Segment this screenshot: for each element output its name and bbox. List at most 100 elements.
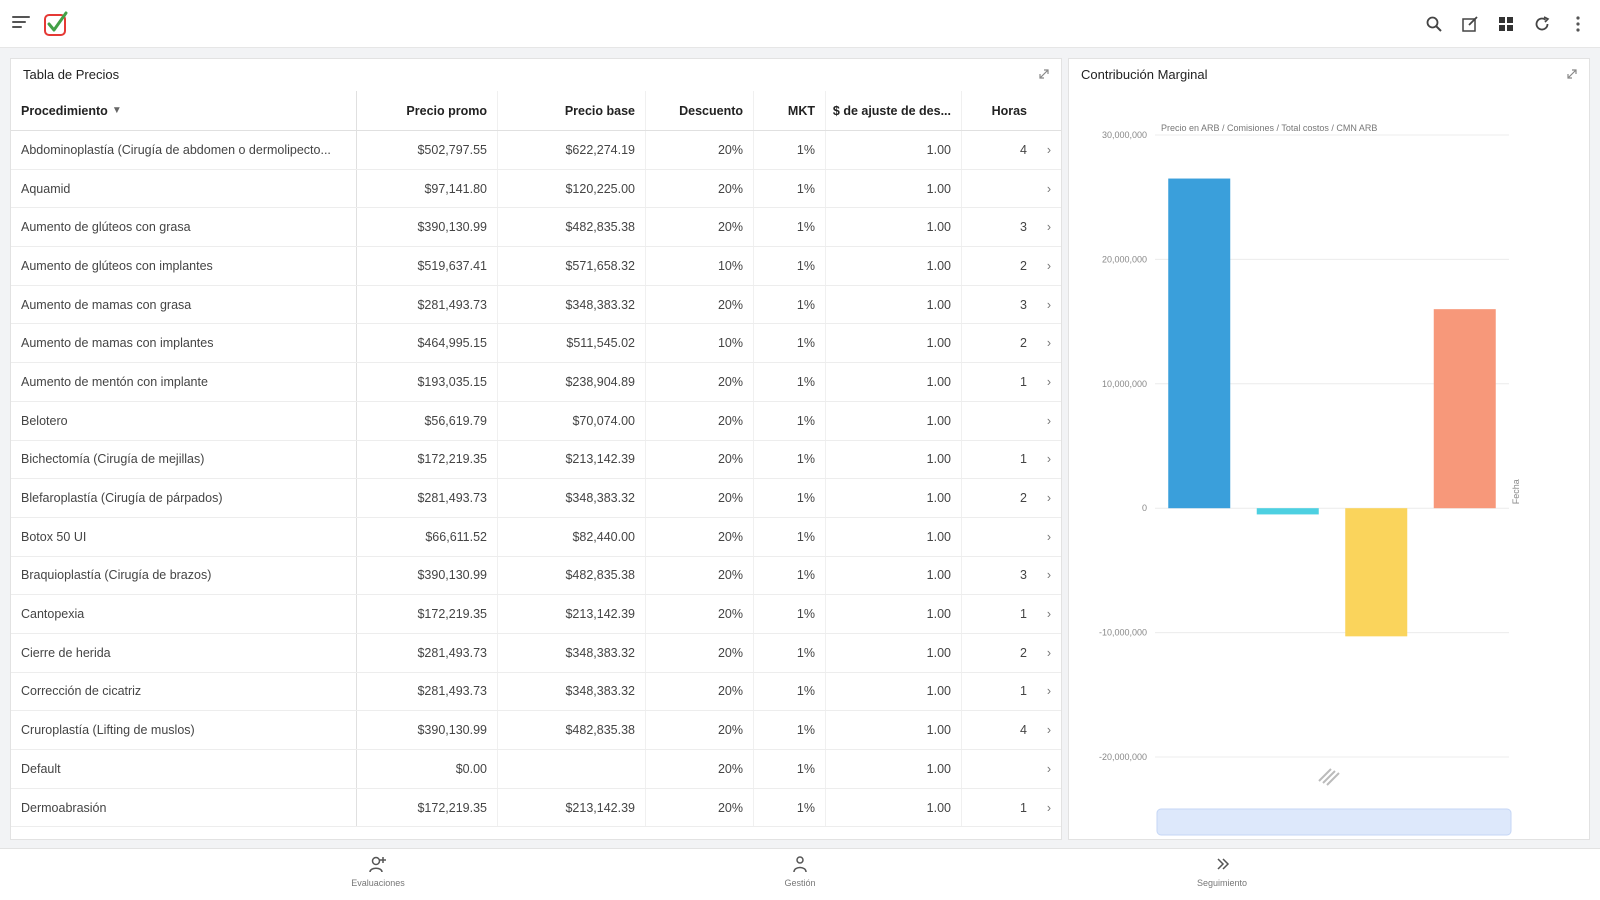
nav-evaluaciones[interactable]: Evaluaciones xyxy=(318,855,438,888)
table-cell: Cruroplastía (Lifting de muslos) xyxy=(11,711,357,749)
edit-icon[interactable] xyxy=(1458,12,1482,36)
table-row[interactable]: Abdominoplastía (Cirugía de abdomen o de… xyxy=(11,131,1061,170)
table-cell: 20% xyxy=(645,440,753,479)
table-row[interactable]: Aumento de glúteos con implantes $519,637… xyxy=(11,247,1061,286)
grid-icon[interactable] xyxy=(1494,12,1518,36)
table-cell: 2 xyxy=(961,324,1037,363)
row-chevron-icon[interactable]: › xyxy=(1046,413,1052,428)
row-chevron-icon[interactable]: › xyxy=(1046,645,1052,660)
table-row[interactable]: Blefaroplastía (Cirugía de párpados) $281… xyxy=(11,479,1061,518)
row-chevron-icon[interactable]: › xyxy=(1046,220,1052,235)
row-chevron-icon[interactable]: › xyxy=(1046,452,1052,467)
expand-icon[interactable] xyxy=(1565,67,1579,81)
y-tick-label: 0 xyxy=(1142,503,1147,513)
y-tick-label: 20,000,000 xyxy=(1102,254,1147,264)
more-vert-icon[interactable] xyxy=(1566,12,1590,36)
refresh-icon[interactable] xyxy=(1530,12,1554,36)
table-row[interactable]: Aumento de glúteos con grasa $390,130.99 $… xyxy=(11,208,1061,248)
table-cell: $482,835.38 xyxy=(497,208,645,247)
row-chevron-icon[interactable]: › xyxy=(1046,568,1052,583)
column-header-mkt[interactable]: MKT xyxy=(753,91,825,130)
column-header-descuento[interactable]: Descuento xyxy=(645,91,753,130)
table-cell: Aumento de mentón con implante xyxy=(11,363,357,401)
price-table-panel: Tabla de Precios Procedimiento ▼ Precio p… xyxy=(10,58,1062,840)
table-row[interactable]: Corrección de cicatriz $281,493.73 $348,38… xyxy=(11,672,1061,712)
table-row[interactable]: Aumento de mamas con grasa $281,493.73 $34… xyxy=(11,285,1061,325)
row-chevron-icon[interactable]: › xyxy=(1046,258,1052,273)
table-cell: $213,142.39 xyxy=(497,440,645,479)
column-header-precio-promo[interactable]: Precio promo xyxy=(406,103,487,118)
table-cell: 1% xyxy=(753,672,825,711)
panel-title: Tabla de Precios xyxy=(23,67,120,82)
table-cell: 1% xyxy=(753,208,825,247)
table-cell: $238,904.89 xyxy=(497,363,645,401)
zoom-range-slider[interactable] xyxy=(1156,808,1512,836)
table-row[interactable]: Aumento de mamas con implantes $464,995.1… xyxy=(11,324,1061,364)
table-cell: 1.00 xyxy=(825,556,961,595)
table-cell: Cantopexia xyxy=(11,595,357,633)
table-row[interactable]: Cruroplastía (Lifting de muslos) $390,130… xyxy=(11,711,1061,750)
column-header-horas[interactable]: Horas xyxy=(961,91,1037,130)
table-row[interactable]: Cierre de herida $281,493.73 $348,383.32 20… xyxy=(11,633,1061,673)
table-row[interactable]: Aquamid $97,141.80 $120,225.00 20% 1% 1.00 › xyxy=(11,169,1061,209)
expand-icon[interactable] xyxy=(1037,67,1051,81)
column-header-procedimiento[interactable]: Procedimiento ▼ xyxy=(11,91,357,130)
row-chevron-icon[interactable]: › xyxy=(1046,491,1052,506)
row-chevron-icon[interactable]: › xyxy=(1046,336,1052,351)
table-row[interactable]: Cantopexia $172,219.35 $213,142.39 20% 1% 1.0… xyxy=(11,595,1061,634)
people-icon xyxy=(793,856,807,873)
table-cell: 1.00 xyxy=(825,750,961,788)
search-icon[interactable] xyxy=(1422,12,1446,36)
table-cell: 1.00 xyxy=(825,285,961,324)
row-chevron-icon[interactable]: › xyxy=(1046,142,1052,157)
table-row[interactable]: Default $0.00 20% 1% 1.00 › xyxy=(11,750,1061,789)
table-cell: 1.00 xyxy=(825,131,961,169)
table-cell: Bichectomía (Cirugía de mejillas) xyxy=(11,440,357,479)
row-chevron-icon[interactable]: › xyxy=(1046,761,1052,776)
table-row[interactable]: Bichectomía (Cirugía de mejillas) $172,21… xyxy=(11,440,1061,480)
table-cell: $0.00 xyxy=(455,761,487,776)
table-cell: $70,074.00 xyxy=(497,401,645,440)
table-row[interactable]: Dermoabrasión $172,219.35 $213,142.39 20% 1%… xyxy=(11,788,1061,828)
row-chevron-icon[interactable]: › xyxy=(1046,181,1052,196)
right-axis-label: Fecha xyxy=(1511,479,1521,504)
table-row[interactable]: Belotero $56,619.79 $70,074.00 20% 1% 1.00 › xyxy=(11,401,1061,441)
row-chevron-icon[interactable]: › xyxy=(1046,374,1052,389)
table-cell: $120,225.00 xyxy=(497,169,645,208)
column-header-ajuste[interactable]: $ de ajuste de des... xyxy=(825,91,961,130)
table-row[interactable]: Botox 50 UI $66,611.52 $82,440.00 20% 1% 1.00… xyxy=(11,517,1061,557)
table-cell: $348,383.32 xyxy=(497,633,645,672)
app-logo xyxy=(42,10,70,38)
table-cell: 1 xyxy=(961,595,1037,633)
table-cell xyxy=(961,750,1037,788)
row-chevron-icon[interactable]: › xyxy=(1046,684,1052,699)
row-chevron-icon[interactable]: › xyxy=(1046,800,1052,815)
menu-icon[interactable] xyxy=(12,16,30,32)
table-cell: $66,611.52 xyxy=(425,529,487,544)
table-cell: 1.00 xyxy=(825,788,961,827)
table-cell: $97,141.80 xyxy=(424,181,487,196)
table-cell: $511,545.02 xyxy=(497,324,645,363)
row-chevron-icon[interactable]: › xyxy=(1046,607,1052,622)
table-cell: $571,658.32 xyxy=(497,247,645,285)
table-cell: $390,130.99 xyxy=(417,723,487,738)
table-cell: 20% xyxy=(645,517,753,556)
table-cell: 1% xyxy=(753,363,825,401)
table-cell: 20% xyxy=(645,131,753,169)
chart-legend: Precio en ARB / Comisiones / Total costo… xyxy=(1161,123,1377,133)
nav-gestion[interactable]: Gestión xyxy=(740,855,860,888)
table-cell: Aumento de mamas con implantes xyxy=(11,324,357,363)
table-cell: 1.00 xyxy=(825,363,961,401)
person-add-icon xyxy=(369,856,386,873)
table-row[interactable]: Braquioplastía (Cirugía de brazos) $390,1… xyxy=(11,556,1061,596)
column-header-precio-base[interactable]: Precio base xyxy=(497,91,645,130)
table-row[interactable]: Aumento de mentón con implante $193,035.1… xyxy=(11,363,1061,402)
table-cell: Aumento de mamas con grasa xyxy=(11,285,357,324)
table-cell: $464,995.15 xyxy=(417,336,487,351)
row-chevron-icon[interactable]: › xyxy=(1046,723,1052,738)
nav-seguimiento[interactable]: Seguimiento xyxy=(1162,855,1282,888)
nav-label: Seguimiento xyxy=(1196,878,1248,888)
row-chevron-icon[interactable]: › xyxy=(1046,297,1052,312)
table-cell: 1.00 xyxy=(825,479,961,517)
row-chevron-icon[interactable]: › xyxy=(1046,529,1052,544)
